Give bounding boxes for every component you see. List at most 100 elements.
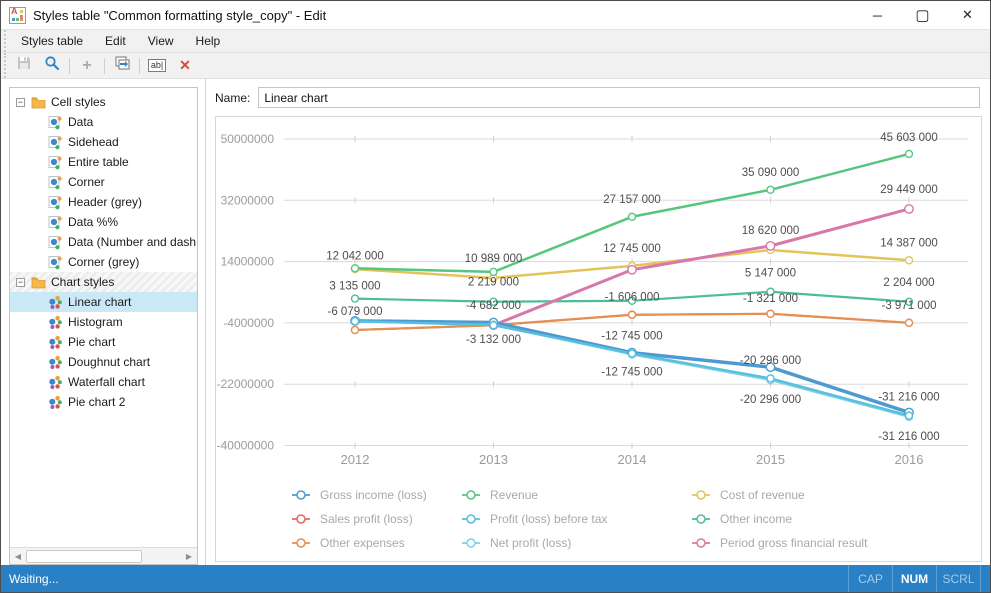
legend-label: Cost of revenue (720, 488, 805, 502)
legend-marker-icon (292, 514, 310, 524)
tree-item-label: Pie chart (68, 335, 116, 349)
save-button[interactable] (11, 54, 37, 77)
save-icon (16, 55, 32, 76)
delete-button[interactable]: ✕ (172, 54, 198, 77)
legend-label: Profit (loss) before tax (490, 512, 608, 526)
svg-text:-6 079 000: -6 079 000 (328, 306, 383, 318)
tree-item-label: Entire table (68, 155, 129, 169)
tree-item-sidehead[interactable]: Sidehead (10, 132, 197, 152)
tree-item-label: Sidehead (68, 135, 119, 149)
legend-item-net-profit: Net profit (loss) (461, 531, 607, 555)
legend-item-other-income: Other income (691, 507, 867, 531)
statusbar: Waiting... CAP NUM SCRL (1, 565, 990, 592)
tree-item-waterfall-chart[interactable]: Waterfall chart (10, 372, 197, 392)
svg-text:5 147 000: 5 147 000 (745, 268, 796, 280)
cell-style-icon (48, 135, 63, 150)
status-key-scrl: SCRL (936, 565, 980, 592)
cell-style-icon (48, 155, 63, 170)
menubar-grip[interactable] (4, 30, 10, 52)
maximize-button[interactable]: ▢ (915, 7, 930, 24)
minimize-button[interactable]: ─ (872, 7, 883, 23)
tree-item-data-number-and-dash[interactable]: Data (Number and dash (10, 232, 197, 252)
tree-item-pie-chart-2[interactable]: Pie chart 2 (10, 392, 197, 412)
legend-marker-icon (692, 538, 710, 548)
tree-item-label: Corner (grey) (68, 255, 140, 269)
search-button[interactable] (39, 54, 65, 77)
tree-item-pie-chart[interactable]: Pie chart (10, 332, 197, 352)
line-chart: 50000000 32000000 14000000 -4000000 -2200000… (217, 132, 968, 467)
legend-marker-icon (692, 514, 710, 524)
legend-marker-icon (292, 490, 310, 500)
tree-item-label: Linear chart (68, 295, 132, 309)
menu-edit[interactable]: Edit (105, 34, 126, 48)
status-key-cap: CAP (848, 565, 892, 592)
style-name-input[interactable] (258, 87, 980, 108)
svg-text:-4000000: -4000000 (223, 316, 274, 330)
legend-label: Other income (720, 512, 793, 526)
legend-item-sales-profit: Sales profit (loss) (291, 507, 427, 531)
tree-item-data-[interactable]: Data %% (10, 212, 197, 232)
legend-marker-icon (692, 490, 710, 500)
svg-text:27 157 000: 27 157 000 (603, 194, 661, 206)
name-label: Name: (215, 90, 251, 105)
tree-item-doughnut-chart[interactable]: Doughnut chart (10, 352, 197, 372)
tree-group-cell-styles[interactable]: − Cell styles (10, 92, 197, 112)
tree-item-entire-table[interactable]: Entire table (10, 152, 197, 172)
expander-icon[interactable]: − (16, 96, 25, 107)
svg-text:2012: 2012 (341, 452, 370, 467)
toolbar-separator (139, 57, 140, 74)
chart-style-icon (48, 395, 63, 410)
svg-text:-20 296 000: -20 296 000 (740, 355, 801, 367)
cell-style-icon (48, 115, 63, 130)
tree-item-header-grey-[interactable]: Header (grey) (10, 192, 197, 212)
status-key-num: NUM (892, 565, 936, 592)
legend-label: Period gross financial result (720, 536, 868, 550)
cell-style-icon (48, 215, 63, 230)
add-button[interactable]: + (74, 54, 100, 77)
svg-text:-40000000: -40000000 (217, 439, 275, 453)
tree-item-label: Pie chart 2 (68, 395, 126, 409)
rename-button[interactable]: ab| (144, 54, 170, 77)
svg-text:2 204 000: 2 204 000 (883, 277, 934, 289)
chart-panel: 50000000 32000000 14000000 -4000000 -2200000… (215, 116, 982, 562)
tree-item-data[interactable]: Data (10, 112, 197, 132)
scrollbar-track[interactable] (26, 549, 181, 563)
legend-marker-icon (292, 538, 310, 548)
style-tree: − Cell styles Data Sidehead Entire table Corn… (10, 88, 197, 547)
chart-style-icon (48, 315, 63, 330)
close-button[interactable]: ✕ (962, 7, 973, 22)
tree-item-linear-chart[interactable]: Linear chart (10, 292, 197, 312)
svg-text:-1 321 000: -1 321 000 (743, 293, 798, 305)
tree-group-chart-styles[interactable]: − Chart styles (10, 272, 197, 292)
scrollbar-thumb[interactable] (26, 549, 143, 563)
toolbar-grip[interactable] (4, 53, 10, 78)
legend-marker-icon (462, 514, 480, 524)
legend-marker-icon (462, 538, 480, 548)
legend-label: Other expenses (320, 536, 405, 550)
menu-help[interactable]: Help (195, 34, 221, 48)
tree-item-histogram[interactable]: Histogram (10, 312, 197, 332)
tree-horizontal-scrollbar[interactable]: ◀ ▶ (10, 547, 197, 564)
duplicate-button[interactable] (109, 54, 135, 77)
legend-label: Sales profit (loss) (320, 512, 413, 526)
name-row: Name: (215, 87, 980, 108)
svg-text:29 449 000: 29 449 000 (880, 184, 938, 196)
toolbar-separator (69, 57, 70, 74)
svg-text:-31 216 000: -31 216 000 (878, 431, 939, 443)
cell-style-icon (48, 255, 63, 270)
scroll-right-arrow[interactable]: ▶ (185, 551, 193, 561)
menu-styles-table[interactable]: Styles table (21, 34, 84, 48)
menu-view[interactable]: View (147, 34, 174, 48)
svg-text:-20 296 000: -20 296 000 (740, 394, 801, 406)
delete-icon: ✕ (179, 57, 191, 73)
toolbar-separator (104, 57, 105, 74)
svg-text:2015: 2015 (756, 452, 785, 467)
svg-text:-4 682 000: -4 682 000 (466, 300, 521, 312)
scroll-left-arrow[interactable]: ◀ (14, 551, 22, 561)
tree-item-label: Data (Number and dash (68, 235, 197, 249)
tree-item-corner[interactable]: Corner (10, 172, 197, 192)
svg-text:12 042 000: 12 042 000 (326, 250, 384, 262)
expander-icon[interactable]: − (16, 276, 25, 287)
tree-item-corner-grey-[interactable]: Corner (grey) (10, 252, 197, 272)
